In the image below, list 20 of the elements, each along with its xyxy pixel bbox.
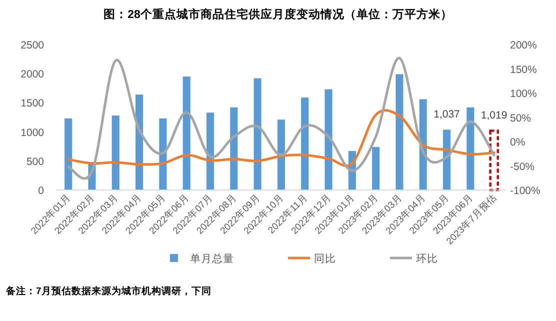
y2-tick-label: 100% — [510, 88, 537, 100]
y-tick-label: 2000 — [20, 68, 44, 81]
legend-label: 环比 — [416, 252, 438, 265]
y-tick-label: 500 — [26, 156, 44, 168]
y2-tick-label: 0% — [510, 136, 526, 148]
legend-label: 同比 — [314, 252, 336, 265]
y-tick-label: 1500 — [20, 98, 44, 110]
y-tick-label: 2500 — [20, 40, 44, 52]
y2-tick-label: -50% — [510, 160, 535, 173]
y-tick-label: 1000 — [20, 126, 44, 139]
y-tick-label: 0 — [38, 185, 44, 197]
y2-tick-label: 50% — [510, 112, 532, 124]
legend-label: 单月总量 — [190, 252, 234, 265]
y2-tick-label: -100% — [510, 185, 540, 197]
chart-title: 图：28个重点城市商品住宅供应月度变动情况（单位：万平方米） — [104, 7, 452, 21]
text: 备注：7月预估数据来源为城市机构调研，下同 — [5, 285, 212, 297]
data-label: 1,037 — [434, 108, 460, 121]
y2-tick-label: 150% — [510, 64, 537, 76]
data-label: 1,019 — [480, 110, 508, 122]
y2-tick-label: 200% — [510, 40, 537, 52]
